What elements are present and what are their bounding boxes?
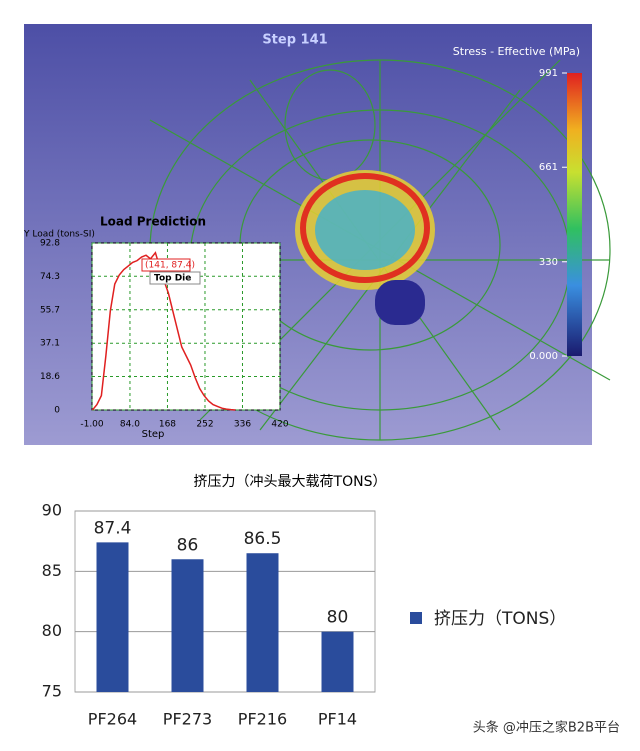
- colorbar-title: Stress - Effective (MPa): [453, 45, 580, 58]
- y-tick-label: 0: [54, 406, 60, 416]
- step-label: Step 141: [262, 33, 327, 48]
- y-tick-label: 37.1: [40, 339, 60, 349]
- x-tick-label: 84.0: [120, 420, 140, 430]
- annotation: (141, 87.4): [145, 261, 195, 271]
- x-tick-label: PF273: [163, 710, 212, 729]
- bar: [321, 631, 354, 692]
- value-label: 86.5: [244, 529, 282, 549]
- x-tick-label: PF216: [238, 710, 287, 729]
- y-tick-label: 18.6: [40, 372, 60, 382]
- watermark: 头条 @冲压之家B2B平台: [473, 720, 620, 736]
- y-tick-label: 55.7: [40, 305, 60, 315]
- legend-label: 挤压力（TONS）: [434, 609, 566, 629]
- colorbar-tick-label: 661: [539, 162, 558, 173]
- colorbar-tick-label: 330: [539, 257, 558, 268]
- bar: [96, 542, 129, 692]
- legend-swatch: [410, 612, 422, 624]
- x-tick-label: PF14: [318, 710, 357, 729]
- bar: [171, 559, 204, 692]
- y-axis-label: Y Load (tons-SI): [23, 230, 95, 240]
- bar: [246, 553, 279, 692]
- y-tick-label: 75: [42, 682, 62, 701]
- x-tick-label: 420: [271, 420, 288, 430]
- y-tick-label: 92.8: [40, 239, 60, 249]
- colorbar-tick-label: 0.000: [529, 351, 558, 362]
- chart-title: 挤压力（冲头最大载荷TONS）: [194, 474, 387, 490]
- x-tick-label: PF264: [88, 710, 137, 729]
- annotation-box: [141, 258, 191, 272]
- value-label: 80: [327, 608, 349, 628]
- series-label-box: [149, 271, 201, 285]
- die: [295, 170, 435, 325]
- y-tick-label: 74.3: [40, 272, 60, 282]
- value-label: 87.4: [94, 518, 132, 538]
- x-tick-label: 168: [159, 420, 176, 430]
- y-tick-label: 90: [42, 501, 62, 520]
- x-tick-label: 336: [234, 420, 251, 430]
- colorbar: [567, 73, 582, 356]
- y-tick-label: 80: [42, 621, 62, 640]
- series-label: Top Die: [154, 274, 191, 284]
- colorbar-tick-label: 991: [539, 68, 558, 79]
- x-axis-label: Step: [142, 429, 165, 440]
- x-tick-label: -1.00: [80, 420, 104, 430]
- value-label: 86: [177, 535, 199, 555]
- x-tick-label: 252: [196, 420, 213, 430]
- chart-title: Load Prediction: [100, 215, 206, 229]
- y-tick-label: 85: [42, 561, 62, 580]
